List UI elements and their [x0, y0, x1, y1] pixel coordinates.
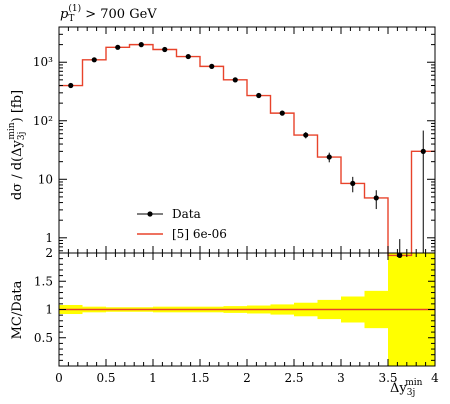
- y-tick-label-1: 10: [38, 172, 53, 186]
- data-point-6: [209, 63, 215, 69]
- ratio-tick-label-2: 1.5: [34, 274, 53, 288]
- data-point-12: [350, 180, 356, 187]
- data-point-14: [397, 252, 403, 259]
- x-tick-label-4: 2: [243, 371, 251, 385]
- y-tick-label-0: 1: [45, 231, 53, 245]
- x-axis-label: Δy3jmin: [390, 378, 423, 398]
- x-tick-label-5: 2.5: [284, 371, 303, 385]
- data-point-3: [138, 42, 144, 48]
- data-point-5: [185, 53, 191, 60]
- y-axis-label: dσ / d(Δy3jmin) [fb]: [7, 90, 27, 200]
- data-point-11: [326, 154, 332, 160]
- data-point-4: [162, 46, 168, 53]
- y-tick-label-3: 10³: [33, 55, 53, 69]
- axes-frame: 0 0.5 1 1.5 2 2.5 3 3.5 4 1 10 10² 10³ 0.5 1 1.5 2: [33, 26, 439, 385]
- data-point-7: [232, 77, 238, 83]
- ratio-y-axis-label: MC/Data: [10, 280, 25, 339]
- y-tick-label-2: 10²: [33, 114, 53, 128]
- data-point-0: [68, 82, 74, 89]
- x-tick-label-8: 4: [431, 371, 439, 385]
- data-point-8: [256, 92, 262, 99]
- data-point-9: [279, 110, 285, 116]
- data-point-10: [303, 132, 309, 138]
- ratio-panel: [59, 253, 435, 366]
- data-point-1: [91, 57, 97, 63]
- mc-histogram: [59, 43, 435, 257]
- data-point-13: [373, 195, 379, 201]
- legend: Data [5] 6e-06: [137, 207, 227, 241]
- data-point-2: [115, 44, 121, 50]
- legend-data-marker: [147, 211, 153, 217]
- x-tick-label-7: 3.5: [378, 371, 397, 385]
- x-tick-label-3: 1.5: [190, 371, 209, 385]
- legend-data-label: Data: [172, 207, 201, 221]
- x-tick-label-1: 0.5: [96, 371, 115, 385]
- x-tick-label-2: 1: [149, 371, 157, 385]
- legend-mc-label: [5] 6e-06: [172, 227, 227, 241]
- ratio-tick-label-1: 1: [45, 303, 53, 317]
- chart-title: pT(1) > 700 GeV: [60, 3, 157, 24]
- data-point-15: [420, 148, 426, 154]
- ratio-tick-label-0: 0.5: [34, 331, 53, 345]
- x-tick-label-6: 3: [337, 371, 345, 385]
- ratio-tick-label-3: 2: [45, 246, 53, 260]
- x-tick-label-0: 0: [55, 371, 63, 385]
- main-panel: [59, 42, 435, 259]
- main-frame: [58, 26, 436, 254]
